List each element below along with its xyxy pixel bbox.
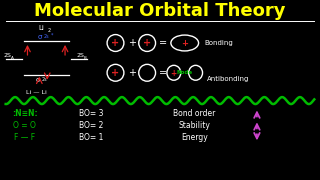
- Text: BO= 3: BO= 3: [78, 109, 103, 118]
- Text: +: +: [128, 39, 136, 48]
- Text: +: +: [111, 68, 120, 78]
- Text: Energy: Energy: [181, 133, 208, 142]
- Text: B: B: [84, 56, 87, 60]
- Text: *: *: [51, 33, 53, 38]
- Text: Molecular Orbital Theory: Molecular Orbital Theory: [34, 2, 286, 20]
- Text: =: =: [159, 39, 167, 48]
- Text: 2S: 2S: [77, 53, 85, 58]
- Text: F — F: F — F: [14, 133, 35, 142]
- Text: Li: Li: [38, 25, 44, 31]
- Text: 2S: 2S: [4, 53, 12, 58]
- Text: BO= 2: BO= 2: [79, 121, 103, 130]
- Text: σ: σ: [37, 34, 42, 40]
- Text: Antibonding: Antibonding: [206, 76, 249, 82]
- Text: +: +: [111, 39, 120, 48]
- Text: 2s: 2s: [44, 33, 49, 39]
- Text: BO= 1: BO= 1: [79, 133, 103, 142]
- Text: Node: Node: [177, 70, 193, 75]
- Text: :N≡N:: :N≡N:: [12, 109, 37, 118]
- Text: +: +: [143, 39, 151, 48]
- Text: Stability: Stability: [179, 121, 211, 130]
- Text: σ: σ: [35, 77, 40, 83]
- Text: 2s: 2s: [42, 77, 47, 82]
- Text: +: +: [171, 69, 177, 78]
- Text: =: =: [159, 68, 167, 78]
- Text: A: A: [11, 56, 13, 60]
- Text: Li — Li: Li — Li: [26, 90, 47, 95]
- Text: Bond order: Bond order: [173, 109, 216, 118]
- Text: +: +: [181, 39, 188, 48]
- Text: Bonding: Bonding: [204, 40, 233, 46]
- Text: O = O: O = O: [13, 121, 36, 130]
- Text: 2: 2: [47, 28, 50, 33]
- Text: +: +: [128, 68, 136, 78]
